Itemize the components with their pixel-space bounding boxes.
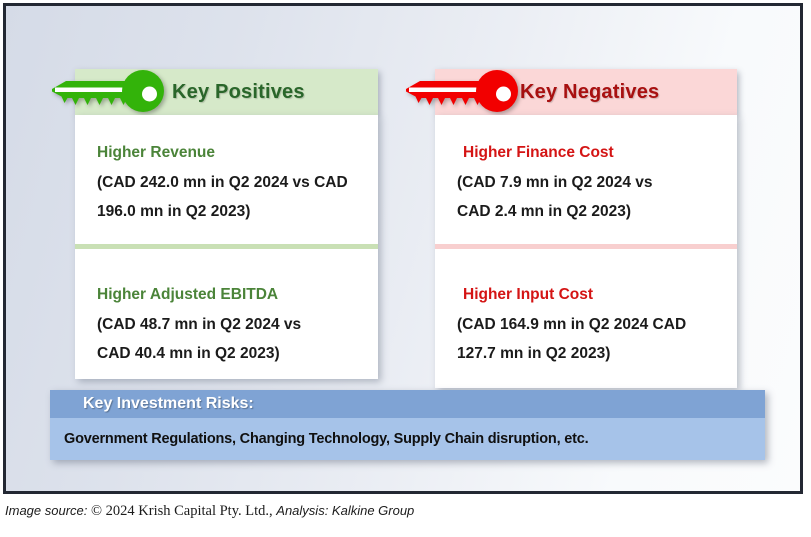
risks-body-bar: Government Regulations, Changing Technol… xyxy=(50,418,765,460)
negative-item-finance-cost: Higher Finance Cost (CAD 7.9 mn in Q2 20… xyxy=(435,115,737,244)
negative-item-title: Higher Input Cost xyxy=(463,286,594,303)
source-value: © 2024 Krish Capital Pty. Ltd., xyxy=(91,503,273,519)
positive-item-title: Higher Adjusted EBITDA xyxy=(97,286,279,303)
content-frame: Key Positives Higher Revenue (CAD 242.0 … xyxy=(3,3,803,494)
positive-item-revenue: Higher Revenue (CAD 242.0 mn in Q2 2024 … xyxy=(75,115,378,244)
negative-item-detail-line: CAD 2.4 mn in Q2 2023) xyxy=(457,203,632,220)
green-divider xyxy=(75,244,378,249)
key-negatives-card: Higher Finance Cost (CAD 7.9 mn in Q2 20… xyxy=(435,115,737,388)
negative-item-title: Higher Finance Cost xyxy=(463,144,614,161)
image-source-line: Image source: © 2024 Krish Capital Pty. … xyxy=(5,503,414,520)
positive-item-detail-line: CAD 40.4 mn in Q2 2023) xyxy=(97,345,280,362)
negative-item-input-cost: Higher Input Cost (CAD 164.9 mn in Q2 20… xyxy=(435,249,737,368)
risks-detail: Government Regulations, Changing Technol… xyxy=(64,431,589,447)
negative-item-detail-line: (CAD 164.9 mn in Q2 2024 CAD xyxy=(457,316,687,333)
positive-item-detail-line: (CAD 48.7 mn in Q2 2024 vs xyxy=(97,316,302,333)
source-label: Image source: xyxy=(5,503,88,518)
risks-title: Key Investment Risks: xyxy=(83,395,254,412)
positive-item-title: Higher Revenue xyxy=(97,144,216,161)
red-divider xyxy=(435,244,737,249)
risks-header-bar: Key Investment Risks: xyxy=(50,390,765,418)
key-investment-risks-panel: Key Investment Risks: Government Regulat… xyxy=(50,390,765,460)
key-positives-title: Key Positives xyxy=(172,80,305,103)
negative-item-detail-line: (CAD 7.9 mn in Q2 2024 vs xyxy=(457,174,653,191)
negative-item-detail-line: 127.7 mn in Q2 2023) xyxy=(457,345,611,362)
analysis-credit: Analysis: Kalkine Group xyxy=(276,503,415,518)
positive-item-ebitda: Higher Adjusted EBITDA (CAD 48.7 mn in Q… xyxy=(75,249,378,368)
green-key-icon xyxy=(52,70,164,112)
key-positives-card: Higher Revenue (CAD 242.0 mn in Q2 2024 … xyxy=(75,115,378,379)
positive-item-detail-line: (CAD 242.0 mn in Q2 2024 vs CAD xyxy=(97,174,348,191)
key-negatives-title: Key Negatives xyxy=(520,80,660,103)
red-key-icon xyxy=(406,70,518,112)
positive-item-detail-line: 196.0 mn in Q2 2023) xyxy=(97,203,251,220)
